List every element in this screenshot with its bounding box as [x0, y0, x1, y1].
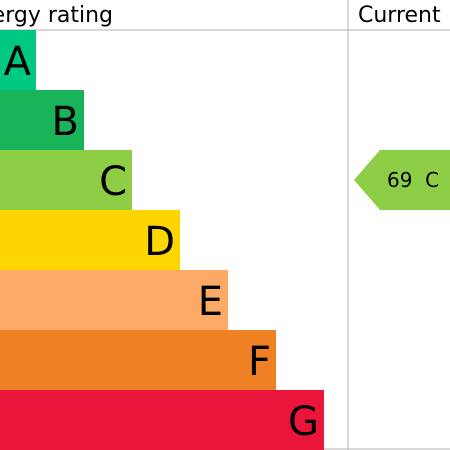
band-letter-c: C	[99, 159, 127, 205]
band-bar-g	[0, 390, 324, 450]
band-bar-f	[0, 330, 276, 390]
band-letter-a: A	[4, 39, 32, 85]
current-rating-arrow	[354, 150, 450, 210]
band-bar-c	[0, 150, 132, 210]
current-header: Current	[358, 3, 441, 28]
band-bar-a	[0, 30, 36, 90]
energy-rating-header: Energy rating	[0, 3, 113, 28]
band-bar-d	[0, 210, 180, 270]
band-letter-d: D	[144, 219, 175, 265]
band-bar-e	[0, 270, 228, 330]
band-letter-e: E	[198, 279, 223, 325]
band-bar-b	[0, 90, 84, 150]
band-letter-b: B	[52, 99, 79, 145]
band-letter-g: G	[288, 399, 319, 445]
current-rating-label: 69 C	[387, 168, 439, 192]
band-letter-f: F	[248, 339, 271, 385]
